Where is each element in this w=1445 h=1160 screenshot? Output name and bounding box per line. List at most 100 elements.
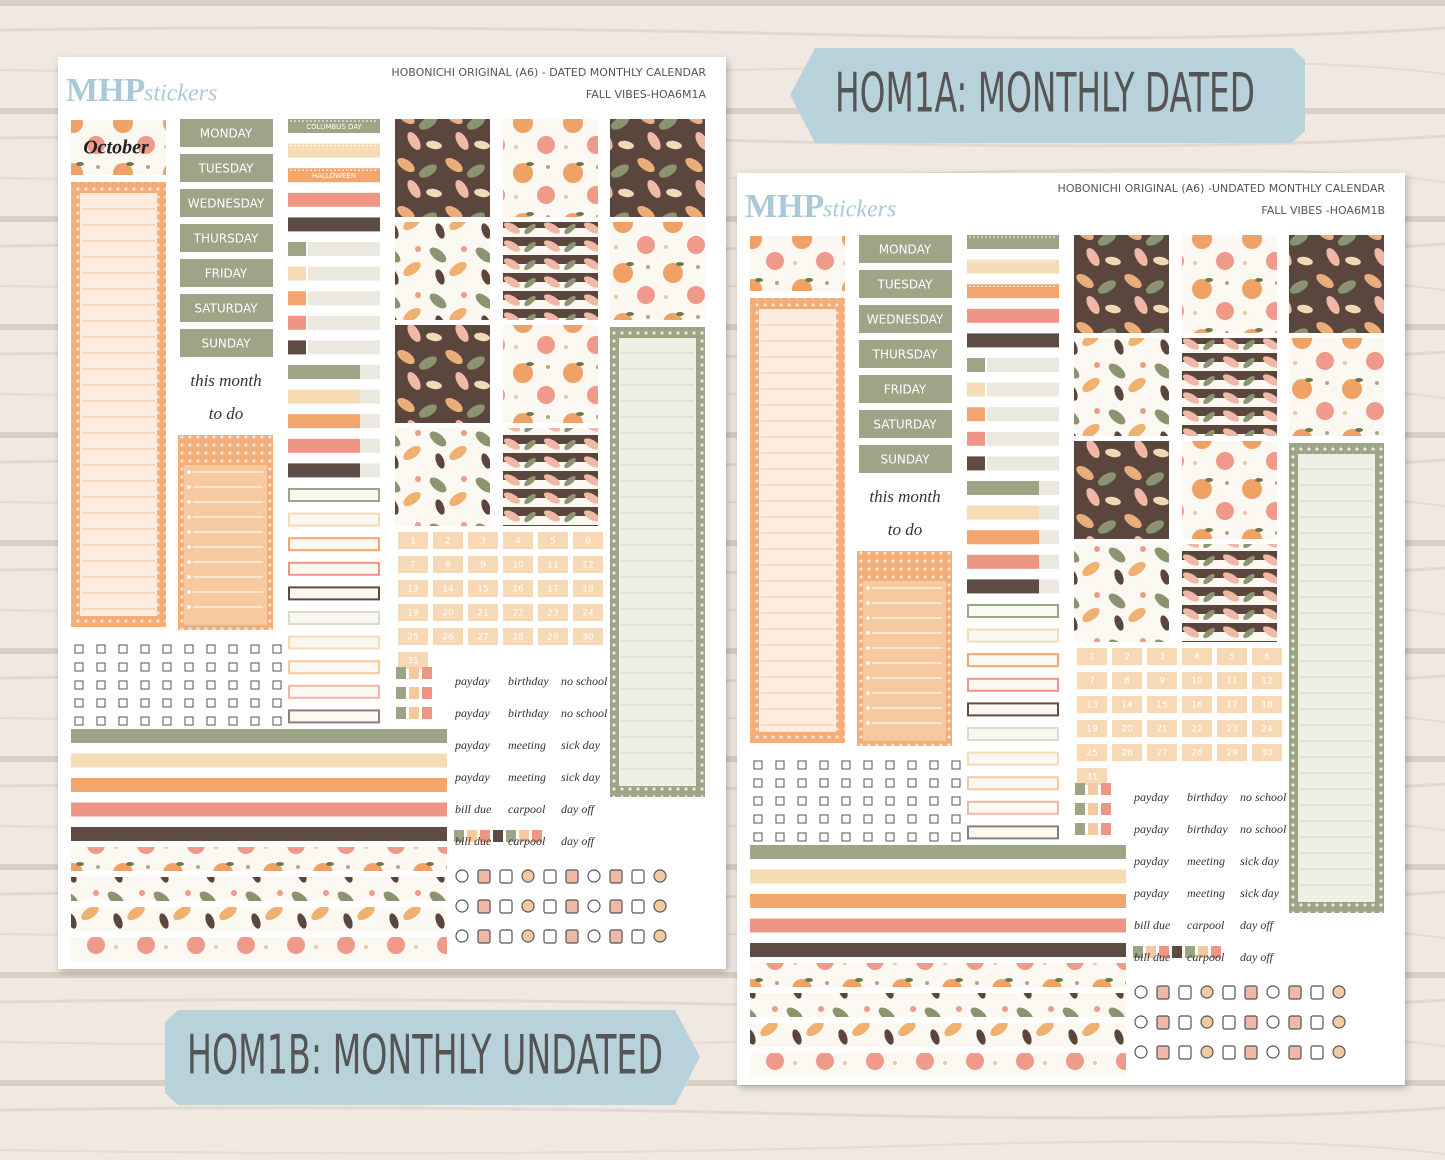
date-cell bbox=[573, 532, 603, 549]
date-number: 25 bbox=[1086, 749, 1097, 759]
date-cell bbox=[1077, 648, 1107, 665]
label-sticker: sick day bbox=[561, 738, 601, 752]
label-sticker: birthday bbox=[1187, 822, 1228, 836]
label-sticker: day off bbox=[1240, 950, 1275, 964]
banner-shape bbox=[790, 48, 1305, 143]
date-number: 11 bbox=[547, 561, 558, 571]
date-cell bbox=[538, 604, 568, 621]
strip bbox=[967, 284, 1059, 299]
strip-outline bbox=[967, 604, 1059, 618]
weekday-tab bbox=[180, 259, 273, 287]
date-cell bbox=[1147, 744, 1177, 761]
date-cell bbox=[1182, 672, 1212, 689]
checkbox bbox=[118, 662, 128, 672]
checkbox bbox=[272, 662, 282, 672]
date-number: 4 bbox=[1194, 653, 1200, 663]
checkbox bbox=[272, 644, 282, 654]
date-cell bbox=[538, 556, 568, 573]
long-bar bbox=[750, 918, 1126, 933]
to-do: to do bbox=[888, 520, 922, 539]
washi-strip bbox=[750, 993, 1126, 1017]
date-number: 31 bbox=[1086, 773, 1097, 783]
icon bbox=[499, 869, 513, 884]
flag bbox=[409, 707, 419, 719]
label-sticker: day off bbox=[1240, 918, 1275, 932]
icon bbox=[609, 929, 623, 944]
long-bar bbox=[71, 827, 447, 841]
date-number: 12 bbox=[582, 561, 593, 571]
icon bbox=[477, 929, 491, 944]
strip-square bbox=[288, 315, 306, 330]
flag bbox=[1101, 783, 1111, 795]
date-cell bbox=[573, 628, 603, 645]
icon bbox=[1222, 1045, 1236, 1060]
strip bbox=[288, 365, 360, 379]
checkbox bbox=[885, 832, 895, 842]
icon bbox=[631, 899, 645, 914]
weekday-label: SATURDAY bbox=[873, 418, 937, 432]
todo-inner bbox=[863, 581, 946, 741]
label-sticker: payday bbox=[1133, 790, 1169, 804]
checkbox bbox=[819, 796, 829, 806]
flag bbox=[454, 830, 464, 842]
flag bbox=[1172, 946, 1182, 958]
date-cell bbox=[1112, 648, 1142, 665]
checkbox bbox=[96, 716, 106, 726]
pattern-sticker bbox=[395, 119, 490, 217]
washi-strip bbox=[750, 963, 1126, 987]
icon bbox=[1266, 1015, 1280, 1029]
date-cell bbox=[1252, 648, 1282, 665]
todo-dot bbox=[187, 485, 191, 489]
checkbox bbox=[250, 698, 260, 708]
icon bbox=[565, 929, 579, 944]
date-number: 5 bbox=[1229, 653, 1235, 663]
icon bbox=[1222, 985, 1236, 1000]
icon bbox=[543, 929, 557, 944]
tall-olive-inner bbox=[619, 338, 696, 786]
todo-dot bbox=[866, 646, 870, 650]
date-cell bbox=[503, 628, 533, 645]
weekday-tab bbox=[859, 305, 952, 333]
label-sticker: payday bbox=[1133, 822, 1169, 836]
pattern-sticker bbox=[1074, 544, 1169, 642]
checkbox bbox=[250, 644, 260, 654]
date-number: 14 bbox=[442, 585, 454, 595]
todo-dot bbox=[866, 601, 870, 605]
strip bbox=[967, 259, 1059, 274]
date-cell bbox=[1252, 696, 1282, 713]
weekday-tab bbox=[180, 329, 273, 357]
date-cell bbox=[1147, 720, 1177, 737]
checkbox bbox=[819, 760, 829, 770]
date-cell bbox=[503, 556, 533, 573]
pattern-sticker bbox=[503, 325, 598, 423]
flag bbox=[480, 830, 490, 842]
date-cell bbox=[1217, 672, 1247, 689]
sheet-title: HOBONICHI ORIGINAL (A6) -UNDATED MONTHLY… bbox=[1058, 182, 1386, 195]
weekday-tab bbox=[859, 410, 952, 438]
strip-square bbox=[967, 431, 985, 446]
strip-outline bbox=[288, 561, 380, 576]
label-sticker: carpool bbox=[508, 834, 546, 848]
date-cell bbox=[1147, 672, 1177, 689]
date-cell bbox=[433, 604, 463, 621]
banner-text: HOM1A: MONTHLY DATED bbox=[835, 62, 1255, 125]
checkbox bbox=[885, 796, 895, 806]
flag bbox=[1075, 823, 1085, 835]
strip-end bbox=[360, 365, 380, 379]
date-number: 14 bbox=[1121, 701, 1133, 711]
weekday-label: MONDAY bbox=[879, 243, 932, 257]
weekday-label: TUESDAY bbox=[877, 278, 934, 292]
strip-outline bbox=[288, 512, 380, 527]
checkbox bbox=[863, 796, 873, 806]
strip bbox=[987, 382, 1059, 397]
date-number: 31 bbox=[407, 657, 418, 667]
date-number: 18 bbox=[1261, 701, 1273, 711]
date-number: 7 bbox=[410, 561, 416, 571]
brand: MHP bbox=[66, 72, 145, 109]
this-month: this month bbox=[869, 487, 940, 506]
date-number: 15 bbox=[1156, 701, 1167, 711]
flag bbox=[396, 687, 406, 699]
date-cell bbox=[398, 628, 428, 645]
